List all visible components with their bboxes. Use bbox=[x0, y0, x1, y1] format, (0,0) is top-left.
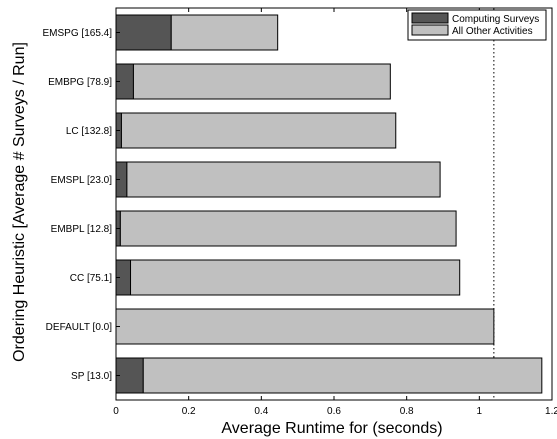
category-label: CC [75.1] bbox=[70, 273, 112, 284]
bar-other-activities bbox=[119, 210, 457, 247]
bar-other-activities bbox=[142, 357, 543, 394]
x-tick-label: 0.6 bbox=[327, 406, 341, 417]
category-label: EMBPG [78.9] bbox=[48, 77, 112, 88]
bar-other-activities bbox=[170, 14, 279, 51]
category-label: DEFAULT [0.0] bbox=[46, 322, 113, 333]
x-axis-ticks: 0 0.2 0.4 0.6 0.8 1 1.2 bbox=[113, 8, 557, 417]
category-label: LC [132.8] bbox=[66, 126, 112, 137]
bar-other-activities bbox=[115, 308, 495, 345]
legend-label: Computing Surveys bbox=[452, 14, 539, 25]
bar-other-activities bbox=[120, 112, 397, 149]
category-labels: EMSPG [165.4] EMBPG [78.9] LC [132.8] EMSPL… bbox=[43, 28, 120, 382]
category-label: SP [13.0] bbox=[71, 371, 112, 382]
x-tick-label: 0 bbox=[113, 406, 119, 417]
x-tick-label: 0.8 bbox=[400, 406, 414, 417]
bar-other-activities bbox=[130, 259, 461, 296]
legend-swatch bbox=[411, 12, 449, 24]
bar-computing-surveys bbox=[115, 14, 172, 51]
legend-label: All Other Activities bbox=[452, 26, 533, 37]
x-tick-label: 0.4 bbox=[254, 406, 268, 417]
plot-area bbox=[115, 7, 553, 401]
x-tick-label: 0.2 bbox=[182, 406, 196, 417]
category-label: EMBPL [12.8] bbox=[51, 224, 113, 235]
category-label: EMSPG [165.4] bbox=[43, 28, 113, 39]
y-axis-title: Ordering Heuristic [Average # Surveys / … bbox=[11, 42, 28, 362]
x-tick-label: 1.2 bbox=[545, 406, 557, 417]
legend-swatch bbox=[411, 24, 449, 36]
bar-computing-surveys bbox=[115, 357, 144, 394]
x-tick-label: 1 bbox=[477, 406, 483, 417]
category-label: EMSPL [23.0] bbox=[51, 175, 113, 186]
bar-other-activities bbox=[132, 63, 391, 100]
bar-other-activities bbox=[126, 161, 441, 198]
x-axis-title: Average Runtime for (seconds) bbox=[221, 420, 442, 437]
